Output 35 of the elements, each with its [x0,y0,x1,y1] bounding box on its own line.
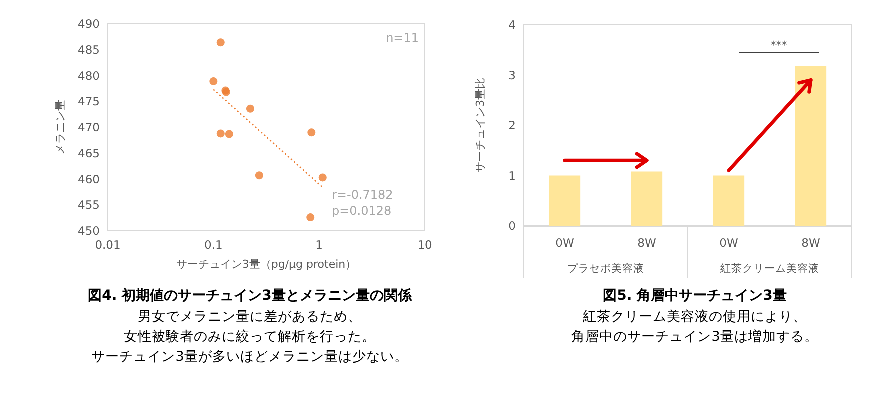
text: プラセボ美容液 [568,262,644,275]
x-tick-label: 8W [638,236,656,250]
x-tick-label: 0W [720,236,738,250]
annotation: n=11 [386,31,420,45]
text: 紅茶クリーム美容液の使用により、角層中のサーチュイン3量は増加する。 [572,309,818,345]
text: 図5. 角層中サーチュイン3量 [603,288,787,304]
y-tick-label: 2 [508,118,516,132]
x-tick-label: 0W [556,236,574,250]
y-tick-label: 4 [508,18,516,32]
y-tick-label: 3 [508,68,516,82]
text: 紅茶クリーム美容液 [720,262,820,275]
y-tick-label: 465 [78,146,100,160]
x-axis-title: サーチュイン3量（pg/μg protein） [176,258,357,271]
y-tick-label: 480 [78,68,100,83]
y-tick-label: 490 [78,17,100,31]
y-tick-label: 475 [78,94,100,109]
y-tick-label: 450 [78,224,100,238]
y-tick-label: 470 [78,120,100,134]
y-tick-label: 1 [508,168,516,183]
annotation: r=-0.7182 [332,188,394,202]
y-axis-title: メラニン量 [54,100,67,155]
text: 図4. 初期値のサーチュイン3量とメラニン量の関係 [88,287,413,304]
x-tick-label: 8W [802,236,820,250]
y-tick-label: 455 [78,198,100,212]
x-tick-label: 10 [418,238,432,252]
x-tick-label: 0.1 [204,238,223,252]
text: 男女でメラニン量に差があるため、女性被験者のみに絞って解析を行った。サーチュイン3量が多いほどメラニン量は少ない。 [92,309,408,365]
y-tick-label: 0 [508,219,516,233]
x-tick-label: 1 [316,238,323,252]
y-axis-title: サーチュイン3量比 [474,78,487,173]
annotation: p=0.0128 [332,204,392,218]
y-tick-label: 460 [78,172,100,186]
y-tick-label: 485 [78,42,100,57]
x-tick-label: 0.01 [95,238,121,252]
annotation: *** [770,39,788,52]
